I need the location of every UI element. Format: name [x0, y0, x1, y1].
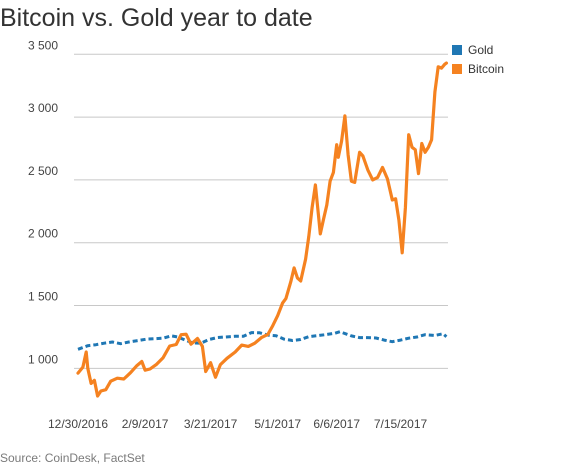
source-note: Source: CoinDesk, FactSet [0, 451, 145, 465]
y-tick-label: 2 500 [28, 164, 58, 178]
x-tick-label: 2/9/2017 [122, 417, 169, 431]
y-axis-tick-labels: 1 000 1 500 2 000 2 500 3 000 3 500 [28, 38, 58, 366]
x-tick-label: 6/6/2017 [313, 417, 360, 431]
legend-label-gold: Gold [468, 42, 494, 57]
y-tick-label: 3 500 [28, 38, 58, 52]
x-tick-label: 12/30/2016 [48, 417, 108, 431]
series-lines [76, 61, 448, 398]
y-tick-label: 1 500 [28, 290, 58, 304]
x-tick-label: 7/15/2017 [374, 417, 428, 431]
chart-title: Bitcoin vs. Gold year to date [0, 4, 313, 32]
legend-label-bitcoin: Bitcoin [468, 61, 505, 76]
legend-item-gold: Gold [452, 40, 504, 59]
y-tick-label: 2 000 [28, 227, 58, 241]
x-tick-label: 5/1/2017 [254, 417, 301, 431]
legend: Gold Bitcoin [452, 40, 504, 78]
gridlines [74, 53, 448, 369]
series-line-gold [77, 330, 448, 351]
x-axis-tick-labels: 12/30/2016 2/9/2017 3/21/2017 5/1/2017 6/6/2… [48, 417, 428, 431]
legend-item-bitcoin: Bitcoin [452, 59, 504, 78]
legend-swatch-bitcoin [452, 63, 462, 74]
x-tick-label: 3/21/2017 [184, 417, 238, 431]
y-tick-label: 3 000 [28, 101, 58, 115]
y-tick-label: 1 000 [28, 352, 58, 366]
series-line-bitcoin [76, 61, 448, 398]
legend-swatch-gold [452, 44, 462, 55]
